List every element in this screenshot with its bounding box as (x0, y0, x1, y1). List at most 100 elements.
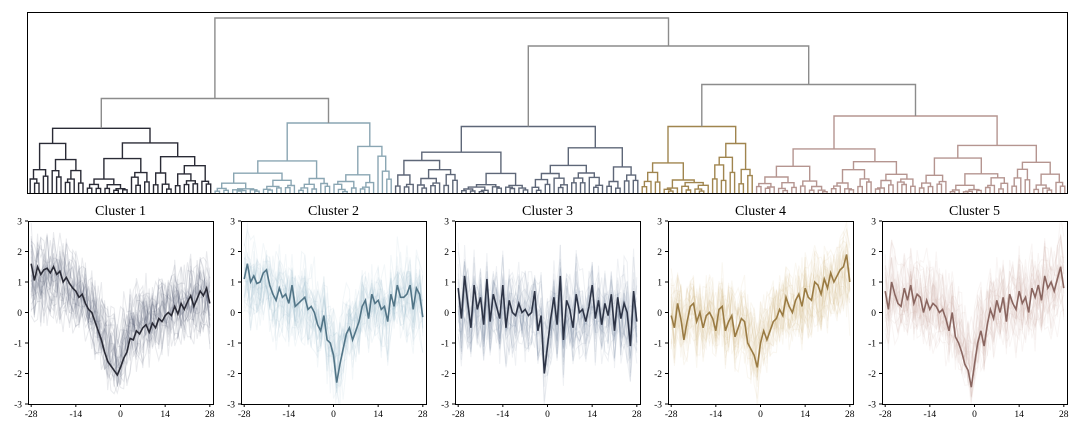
dendrogram-link (549, 164, 587, 174)
y-tick-label: 3 (444, 217, 449, 227)
dendrogram-link (557, 186, 564, 193)
dendrogram-links (29, 17, 1066, 193)
dendrogram-link (833, 185, 841, 193)
dendrogram-link (573, 177, 584, 183)
y-tick-label: 1 (444, 278, 449, 288)
dendrogram-link (949, 191, 956, 193)
x-tick-label: -14 (924, 410, 937, 420)
x-tick-label: 0 (331, 410, 336, 420)
dendrogram-link (135, 184, 141, 193)
dendrogram-link (595, 184, 604, 193)
dendrogram-link (51, 170, 60, 193)
dendrogram-link (287, 184, 296, 193)
x-tick-label: 0 (545, 410, 550, 420)
x-tick-label: -14 (497, 410, 510, 420)
y-tick-label: 1 (17, 278, 22, 288)
dendrogram-link (298, 189, 304, 193)
dendrogram-link (833, 115, 998, 149)
y-tick-label: -3 (868, 400, 876, 410)
dendrogram-link (29, 178, 38, 193)
dendrogram-link (469, 190, 476, 193)
cluster-3-panel: Cluster 3 -3 -2 -1 0 1 2 3 -28 -14 0 14 28 (441, 204, 642, 420)
sample-trace (30, 234, 211, 395)
sample-trace (243, 262, 424, 382)
dendrogram-link (888, 184, 894, 193)
dendrogram-link (747, 174, 753, 193)
dendrogram-link (144, 181, 150, 193)
sample-trace (885, 235, 1065, 385)
dendrogram-link (205, 183, 212, 193)
x-tick-label: -14 (710, 410, 723, 420)
y-tick-label: -2 (14, 370, 22, 380)
sample-trace (670, 267, 851, 344)
dendrogram-link (416, 184, 425, 193)
dendrogram-link-top (214, 17, 670, 99)
cluster-mean-line (670, 254, 851, 368)
y-tick-label: -2 (227, 370, 235, 380)
sample-trace (457, 265, 638, 351)
sample-trace (884, 285, 1065, 400)
sample-trace (244, 255, 424, 400)
sample-trace (30, 232, 211, 380)
dendrogram-link (901, 183, 907, 193)
dendrogram-link (403, 159, 441, 175)
dendrogram-link (654, 181, 661, 193)
sample-trace (670, 255, 851, 399)
dendrogram-link (612, 166, 632, 182)
dendrogram-link (430, 185, 436, 193)
dendrogram-link (544, 183, 551, 193)
dendrogram-link (1059, 185, 1066, 193)
x-tick-label: 28 (845, 410, 855, 420)
dendrogram-link (421, 187, 428, 193)
dendrogram-link (667, 190, 674, 193)
dendrogram-link (159, 156, 196, 173)
sample-trace (884, 240, 1065, 352)
cluster-1-title: Cluster 1 (95, 204, 146, 219)
dendrogram-link (623, 180, 630, 193)
dendrogram-link (155, 172, 167, 185)
dendrogram-link (284, 187, 291, 193)
dendrogram-link (386, 178, 392, 193)
dendrogram-link (359, 188, 366, 193)
dendrogram-link (324, 185, 331, 193)
dendrogram-link (405, 183, 414, 193)
y-tick-label: 1 (230, 278, 235, 288)
sample-trace (243, 256, 424, 357)
sample-trace (243, 258, 424, 389)
x-tick-label: -28 (665, 410, 678, 420)
x-tick-label: -14 (70, 410, 83, 420)
dendrogram-link (729, 171, 736, 193)
sample-trace (243, 260, 424, 355)
dendrogram-link (791, 186, 797, 193)
dendrogram-link (55, 176, 62, 193)
dendrogram-link (938, 180, 947, 193)
dendrogram-link (936, 183, 943, 193)
dendrogram-link (957, 144, 1037, 163)
dendrogram-link (66, 178, 75, 193)
dendrogram-link (933, 157, 982, 176)
dendrogram-link (738, 183, 745, 193)
cluster-mean-line (30, 263, 211, 377)
y-tick-label: -3 (227, 400, 235, 410)
sample-trace (670, 266, 851, 374)
dendrogram-link (38, 142, 67, 170)
sample-trace (243, 257, 424, 360)
dendrogram-link (1013, 177, 1022, 193)
cluster-3-title: Cluster 3 (522, 204, 573, 219)
y-tick-label: 2 (871, 248, 876, 258)
dendrogram-link (262, 188, 271, 193)
y-tick-label: -1 (654, 339, 662, 349)
y-tick-label: 1 (871, 278, 876, 288)
dendrogram-link (866, 181, 872, 193)
y-tick-label: -1 (14, 339, 22, 349)
x-tick-label: 28 (1059, 410, 1069, 420)
dendrogram-link (478, 191, 485, 193)
dendrogram-link (320, 182, 329, 193)
dendrogram-link (987, 184, 996, 193)
dendrogram-link (420, 177, 437, 185)
dendrogram-link (350, 187, 357, 193)
sample-trace (670, 243, 851, 374)
dendrogram-link (852, 161, 898, 175)
sample-trace (457, 267, 638, 383)
cluster-4-panel: Cluster 4 -3 -2 -1 0 1 2 3 -28 -14 0 14 28 (654, 204, 855, 420)
